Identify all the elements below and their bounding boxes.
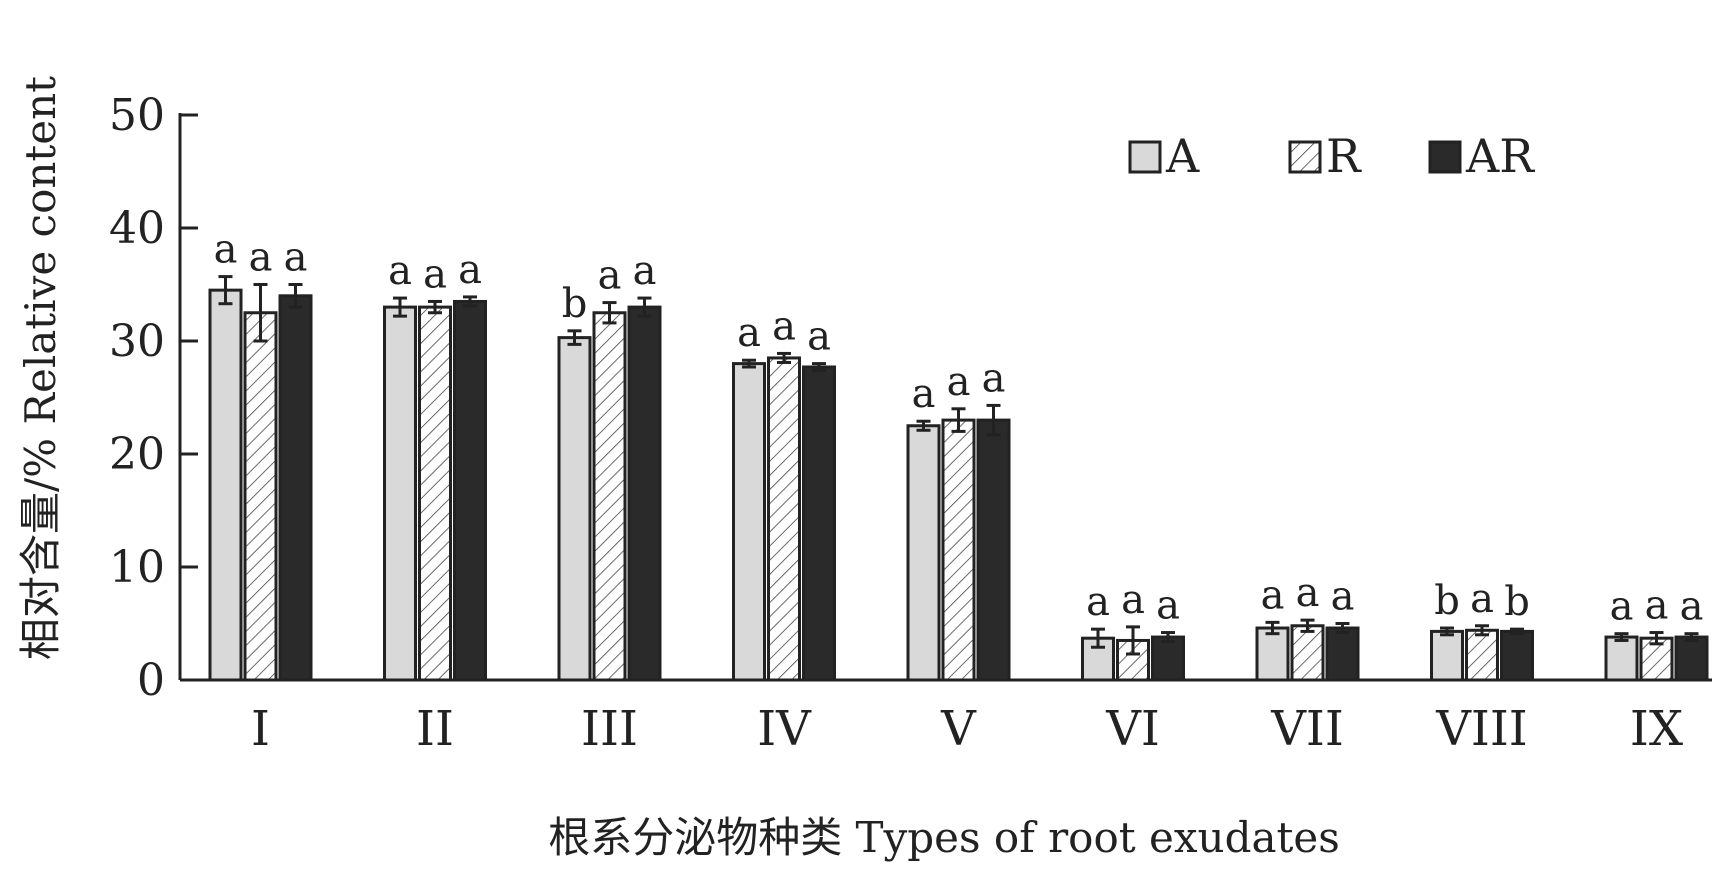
legend-swatch-r <box>1288 140 1322 174</box>
bar-r <box>1465 628 1499 682</box>
significance-letter: b <box>1434 578 1460 624</box>
bar-a <box>732 362 766 682</box>
significance-letter: a <box>1645 583 1669 629</box>
significance-letter: a <box>1331 574 1355 620</box>
x-category-label: IX <box>1630 701 1683 757</box>
bar-r <box>767 356 801 682</box>
x-category-label: VIII <box>1435 701 1528 757</box>
significance-letter: a <box>772 303 796 349</box>
significance-letter: a <box>1121 577 1145 623</box>
significance-letter: a <box>1086 579 1110 625</box>
bar-ar <box>627 305 662 682</box>
x-category-label: VII <box>1270 701 1344 757</box>
bar-r <box>592 311 627 682</box>
significance-letter: a <box>947 359 971 405</box>
significance-letter: a <box>458 247 482 293</box>
legend-swatch-ar <box>1428 140 1462 174</box>
x-category-label: VI <box>1105 701 1160 757</box>
legend-swatch-a <box>1128 140 1162 174</box>
bar-ar <box>1325 626 1360 682</box>
y-tick-label: 20 <box>109 429 165 480</box>
legend-label-ar: AR <box>1465 129 1535 183</box>
significance-letter: a <box>1470 576 1494 622</box>
bar-a <box>1430 629 1464 682</box>
significance-letter: a <box>1610 584 1634 630</box>
y-ticks: 0 10 20 30 40 50 <box>109 90 198 706</box>
bar-ar <box>1151 635 1185 682</box>
x-category-label: I <box>251 701 270 757</box>
significance-letter: b <box>1504 579 1530 625</box>
x-category-label: III <box>581 701 638 757</box>
y-tick-label: 10 <box>109 542 165 593</box>
legend: A R AR <box>1128 129 1535 183</box>
x-category-label: II <box>416 701 454 757</box>
x-axis-title: 根系分泌物种类 Types of root exudates <box>548 813 1340 862</box>
bar-r <box>418 305 452 682</box>
bar-ar <box>1674 635 1709 682</box>
significance-letter: a <box>1296 570 1320 616</box>
bar-ar <box>453 299 487 682</box>
significance-letter: a <box>388 248 412 294</box>
bar-ar <box>278 294 313 682</box>
bar-ar <box>802 365 836 682</box>
bar-ar <box>1500 629 1534 682</box>
bar-a <box>557 336 592 682</box>
bar-a <box>208 288 243 682</box>
bar-a <box>906 424 941 682</box>
significance-letter: a <box>249 235 273 281</box>
bar-r <box>941 418 976 682</box>
bar-a <box>383 305 417 682</box>
significance-letter: a <box>1680 584 1704 630</box>
significance-letter: a <box>982 355 1006 401</box>
x-category-label: V <box>940 701 977 757</box>
significance-letter: a <box>633 248 657 294</box>
significance-letter: a <box>737 310 761 356</box>
bar-r <box>1290 624 1325 682</box>
y-axis-title: 相对含量/% Relative content <box>16 76 65 660</box>
significance-letter: a <box>284 235 308 281</box>
significance-letter: a <box>423 251 447 297</box>
x-category-labels: I II III IV V VI VII VIII IX <box>251 701 1683 757</box>
y-tick-label: 40 <box>109 203 165 254</box>
y-tick-label: 0 <box>137 655 165 706</box>
x-category-label: IV <box>757 701 812 757</box>
significance-letter: a <box>807 314 831 360</box>
y-tick-label: 50 <box>109 90 165 141</box>
significance-letter: a <box>1261 572 1285 618</box>
legend-label-r: R <box>1326 129 1362 183</box>
y-tick-label: 30 <box>109 316 165 367</box>
bar-a <box>1255 626 1290 682</box>
bar-ar <box>976 418 1011 682</box>
significance-letter: b <box>562 281 588 327</box>
significance-letter: a <box>912 371 936 417</box>
bar-a <box>1604 635 1639 682</box>
bar-r <box>243 311 278 682</box>
significance-letter: a <box>598 253 622 299</box>
significance-letter: a <box>214 227 238 273</box>
significance-letter: a <box>1156 583 1180 629</box>
bars-group: a a a a a aba aa a aa a aa a a a a a b a b a a a <box>208 227 1709 682</box>
legend-label-a: A <box>1165 129 1200 183</box>
